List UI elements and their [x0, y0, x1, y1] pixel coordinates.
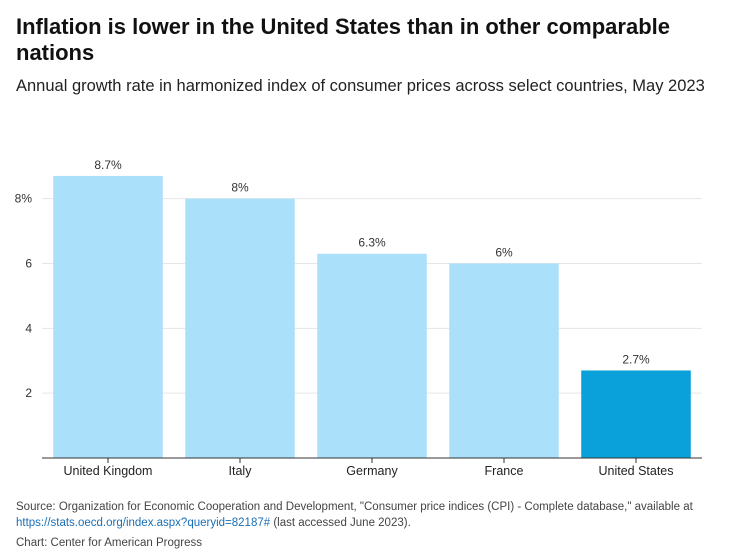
value-labels: 8.7% 8% 6.3% 6% 2.7% [94, 158, 650, 367]
y-tick-label: 8% [15, 192, 33, 206]
bar-united-kingdom [53, 175, 163, 459]
y-axis-ticks: 2 4 6 8% [15, 192, 33, 401]
y-tick-label: 6 [25, 256, 32, 270]
data-label: 8.7% [94, 158, 122, 172]
data-label: 6.3% [358, 236, 386, 250]
data-label: 6% [495, 245, 513, 259]
chart-credit: Chart: Center for American Progress [16, 537, 202, 549]
source-link[interactable]: https://stats.oecd.org/index.aspx?queryi… [16, 517, 271, 529]
data-label: 8% [231, 181, 249, 195]
bar-united-states [581, 370, 691, 458]
bar-france [449, 263, 559, 458]
x-tick-label: Italy [229, 464, 253, 478]
source-text: Source: Organization for Economic Cooper… [16, 501, 693, 513]
x-tick-label: United Kingdom [64, 464, 153, 478]
source-after-link: (last accessed June 2023). [270, 517, 411, 529]
y-tick-label: 4 [25, 321, 32, 335]
x-tick-label: France [485, 464, 524, 478]
x-axis-ticks: United Kingdom Italy Germany France United S… [64, 458, 674, 478]
bar-italy [185, 198, 295, 458]
bar-chart: 8.7% 8% 6.3% 6% 2.7% 2 4 6 8% United Kingdom Ita… [15, 158, 702, 478]
data-label: 2.7% [622, 352, 650, 366]
source-note: Source: Organization for Economic Cooper… [16, 499, 728, 531]
bars [53, 175, 691, 459]
x-tick-label: Germany [346, 464, 398, 478]
bar-germany [317, 253, 427, 458]
x-tick-label: United States [598, 464, 673, 478]
chart-subtitle: Annual growth rate in harmonized index o… [16, 77, 705, 95]
chart-title: Inflation is lower in the United States … [16, 14, 670, 65]
y-tick-label: 2 [25, 386, 32, 400]
